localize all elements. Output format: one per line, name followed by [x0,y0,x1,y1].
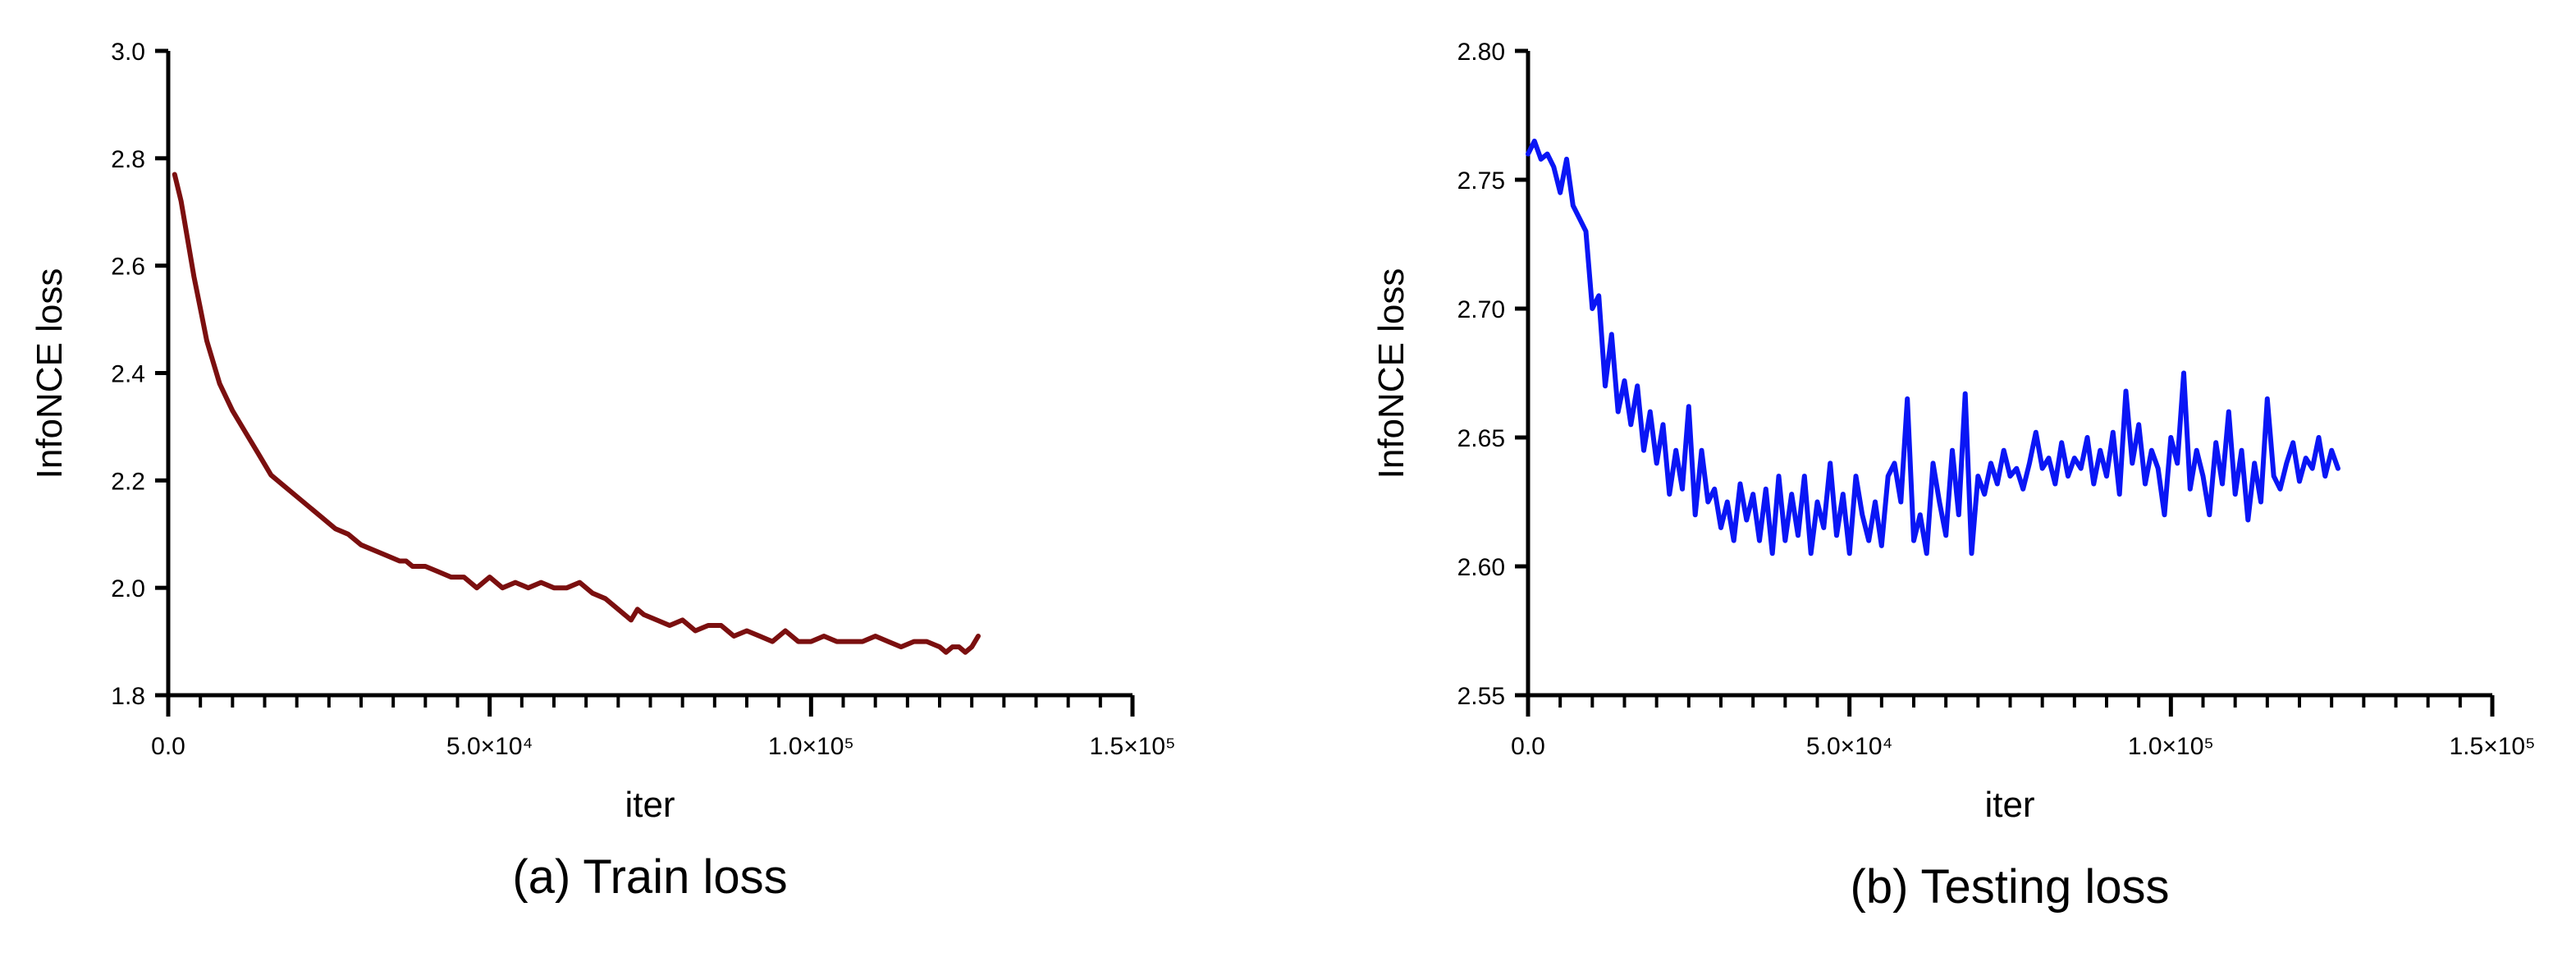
x-tick-label: 0.0 [151,733,185,760]
x-tick-label: 1.5×10⁵ [2449,733,2535,760]
x-axis-title: iter [1984,785,2034,825]
x-axis-title: iter [625,785,675,825]
panel-caption: (b) Testing loss [1851,860,2170,914]
y-tick-label: 2.65 [1457,425,1505,452]
train-loss-chart: 1.8 2.0 2.2 2.4 2.6 2.8 3.0 0.0 5.0×10⁴ 1.0×10⁵ 1.… [30,39,1176,904]
train-loss-series-line [172,172,981,655]
y-tick-label: 2.55 [1457,683,1505,710]
y-tick-label: 2.6 [111,254,145,281]
y-axis-title: InfoNCE loss [1371,268,1412,479]
y-tick-label: 2.70 [1457,296,1505,323]
y-axis-title: InfoNCE loss [30,268,70,479]
testing-loss-series-line [1526,138,2340,556]
y-tick-label: 2.80 [1457,39,1505,66]
panel-caption: (a) Train loss [512,850,787,904]
y-tick-label: 2.8 [111,146,145,173]
y-tick-label: 2.4 [111,361,145,388]
x-tick-label: 1.0×10⁵ [2128,733,2214,760]
testing-loss-chart: 2.55 2.60 2.65 2.70 2.75 2.80 0.0 5.0×10⁴ 1.0×10… [1371,39,2536,914]
x-tick-label: 0.0 [1511,733,1545,760]
y-tick-label: 2.0 [111,575,145,602]
y-tick-label: 2.2 [111,468,145,495]
y-tick-label: 3.0 [111,39,145,66]
y-tick-label: 1.8 [111,683,145,710]
x-tick-label: 1.5×10⁵ [1089,733,1175,760]
axis-ticks: 1.8 2.0 2.2 2.4 2.6 2.8 3.0 0.0 5.0×10⁴ 1.0×10⁵ 1.… [111,39,1175,760]
y-tick-label: 2.75 [1457,167,1505,195]
x-tick-label: 1.0×10⁵ [768,733,854,760]
x-tick-label: 5.0×10⁴ [446,733,533,760]
y-tick-label: 2.60 [1457,554,1505,581]
x-tick-label: 5.0×10⁴ [1806,733,1892,760]
axis-ticks: 2.55 2.60 2.65 2.70 2.75 2.80 0.0 5.0×10⁴ 1.0×10… [1457,39,2536,760]
